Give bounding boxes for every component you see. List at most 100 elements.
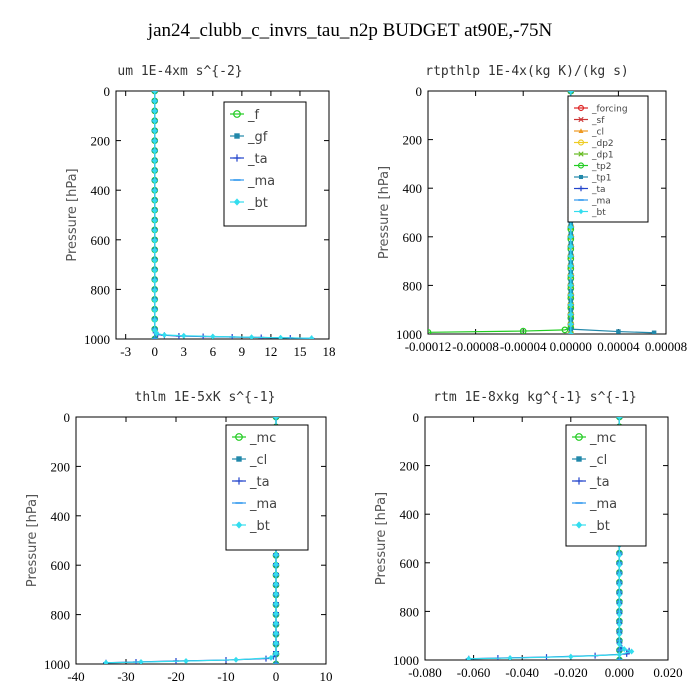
legend-marker [576, 456, 582, 462]
legend-label: _bt [249, 519, 270, 534]
legend-box [225, 424, 309, 551]
x-tick-label: 15 [293, 344, 306, 359]
y-tick-label: 400 [403, 181, 423, 196]
y-tick-label: 1000 [44, 657, 70, 672]
data-point [151, 307, 158, 314]
data-point [233, 656, 239, 663]
legend-item: _bt [572, 519, 610, 534]
data-point [273, 551, 279, 558]
data-point [151, 267, 158, 274]
y-tick-label: 800 [400, 604, 420, 619]
data-point [616, 631, 623, 638]
x-tick-label: 6 [210, 344, 217, 359]
legend-marker [578, 151, 584, 157]
legend-label: _ta [247, 152, 268, 167]
y-tick-label: 200 [400, 459, 420, 474]
x-tick-label: 18 [323, 344, 336, 359]
y-tick-label: 200 [403, 133, 423, 148]
legend-label: _forcing [591, 104, 628, 114]
y-tick-label: 200 [51, 459, 71, 474]
data-point [568, 262, 574, 269]
data-point [273, 600, 279, 607]
legend-item: _ta [572, 475, 610, 490]
legend-label: _tp2 [591, 162, 611, 172]
data-point [568, 243, 574, 250]
y-tick-label: 600 [51, 558, 71, 573]
y-tick-label: 1000 [84, 332, 110, 347]
data-point [568, 272, 574, 279]
x-tick-label: -30 [117, 669, 134, 684]
plot-frame [75, 416, 327, 665]
data-point [519, 327, 527, 334]
data-point [151, 237, 158, 244]
data-point [151, 127, 158, 134]
legend-label: _cl [589, 453, 607, 468]
legend-marker [575, 433, 583, 441]
data-point [616, 581, 623, 588]
legend-marker [233, 110, 241, 118]
legend-marker [578, 128, 584, 134]
legend-label: _bt [591, 208, 606, 218]
y-tick-label: 400 [51, 509, 71, 524]
x-tick-label: -0.080 [408, 665, 442, 680]
data-point [561, 326, 569, 334]
data-point [151, 167, 158, 174]
x-tick-label: -40 [67, 669, 84, 684]
y-tick-label: 600 [400, 556, 420, 571]
data-point [151, 217, 158, 224]
x-tick-label: -0.00008 [452, 339, 499, 354]
legend-marker [578, 185, 584, 192]
legend-item: _cl [232, 453, 267, 468]
data-point [181, 332, 187, 339]
legend-item: _tp1 [574, 173, 611, 183]
x-tick-label: -20 [167, 669, 184, 684]
data-point [616, 572, 623, 579]
legend-marker [236, 456, 242, 462]
legend-label: _ma [249, 497, 277, 512]
x-tick-label: 12 [264, 344, 277, 359]
data-point [628, 648, 635, 655]
data-point [568, 311, 574, 318]
data-point [273, 620, 279, 627]
legend-marker [233, 198, 241, 206]
x-tick-label: 0.000 [605, 665, 634, 680]
legend-item: _cl [572, 453, 607, 468]
y-axis-label: Pressure [hPa] [377, 166, 392, 259]
x-tick-label: -0.00004 [500, 339, 547, 354]
legend-item: _mc [232, 431, 276, 446]
legend-label: _f [247, 108, 260, 123]
legend-item: _ta [230, 152, 268, 167]
legend-item: _tp2 [574, 162, 611, 172]
legend-label: _cl [249, 453, 267, 468]
data-point [151, 187, 158, 194]
legend: _f _gf _ta _ma _bt [223, 101, 307, 227]
legend-label: _mc [249, 431, 276, 446]
legend-label: _gf [247, 130, 268, 145]
chart-title: rtm 1E-8xkg kg^{-1} s^{-1} [433, 390, 637, 405]
y-axis-label: Pressure [hPa] [65, 168, 80, 261]
data-point [568, 224, 574, 231]
data-point [428, 328, 432, 334]
legend: _forcing _sf_cl _dp2_dp1 _tp2_tp1 _ta_ma _bt [567, 95, 649, 223]
data-point [151, 157, 158, 164]
data-point [151, 97, 158, 104]
legend-item: _dp2 [574, 139, 614, 149]
x-tick-label: 9 [239, 344, 246, 359]
legend-label: _ta [591, 185, 606, 195]
data-point [273, 417, 279, 420]
data-point [153, 330, 160, 337]
x-tick-label: -10 [217, 669, 234, 684]
y-tick-label: 0 [416, 84, 423, 99]
data-point [151, 247, 158, 254]
data-point [151, 277, 158, 284]
data-point [138, 659, 144, 664]
data-point [273, 649, 279, 656]
data-point [616, 651, 623, 658]
data-point [616, 591, 623, 598]
legend-item: _bt [232, 519, 270, 534]
y-tick-label: 1000 [393, 653, 419, 668]
y-tick-label: 0 [413, 410, 420, 425]
x-tick-label: 0.00004 [597, 339, 640, 354]
data-point [273, 590, 279, 597]
page-title: jan24_clubb_c_invrs_tau_n2p BUDGET at90E… [147, 20, 553, 41]
